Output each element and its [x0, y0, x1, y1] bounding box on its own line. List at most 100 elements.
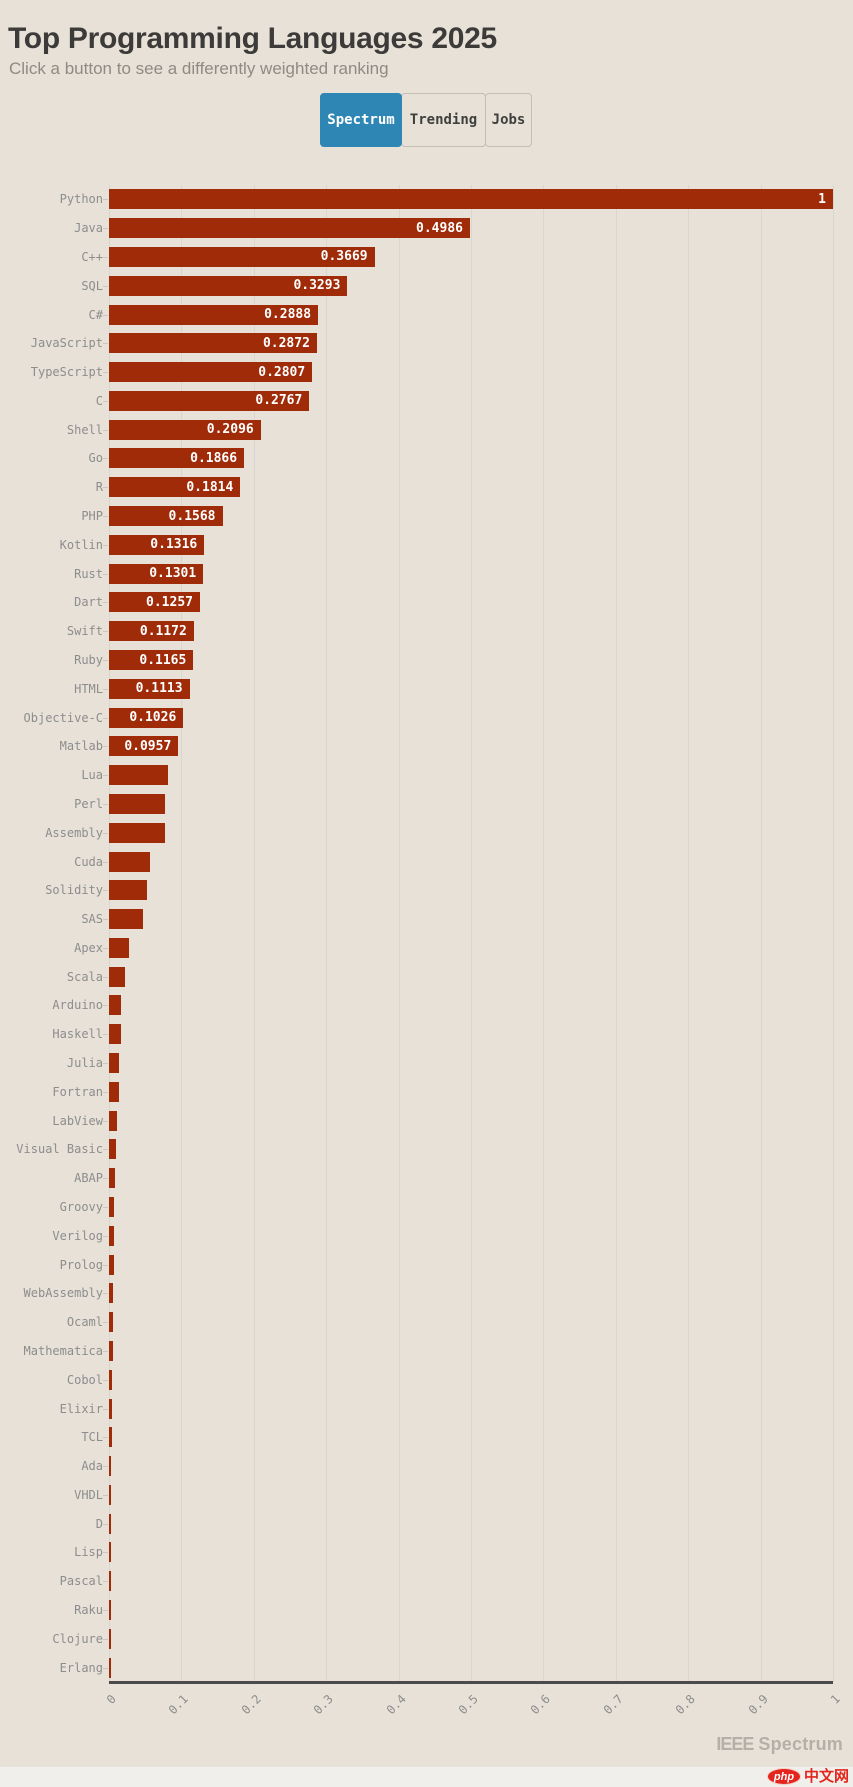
category-label: C#	[88, 307, 103, 322]
ieee-spectrum-logo: IEEE Spectrum	[716, 1734, 843, 1755]
category-label: D	[95, 1516, 103, 1531]
category-label: Java	[74, 221, 103, 236]
category-tick	[103, 228, 108, 230]
category-label: Erlang	[59, 1660, 103, 1675]
x-axis-line	[109, 1681, 833, 1684]
bar	[109, 1571, 111, 1592]
bar	[109, 1427, 112, 1448]
category-label: Prolog	[59, 1257, 103, 1272]
bar	[109, 1628, 111, 1649]
category-label: PHP	[81, 509, 103, 524]
bar-value-label: 0.1113	[135, 681, 183, 697]
bar-value-label: 0.1172	[139, 623, 187, 639]
category-label: Groovy	[59, 1199, 103, 1214]
gridline	[253, 185, 255, 1682]
gridline	[109, 185, 110, 1682]
bar: 0.3293	[109, 275, 348, 296]
category-label: JavaScript	[30, 336, 103, 351]
weighting-button-jobs[interactable]: Jobs	[485, 93, 532, 147]
bar	[109, 1369, 113, 1390]
category-label: Scala	[66, 969, 103, 984]
category-tick	[103, 1552, 108, 1554]
bar	[109, 880, 147, 901]
category-tick	[103, 1091, 108, 1093]
bar-value-label: 0.1814	[186, 479, 234, 495]
category-label: Go	[88, 451, 103, 466]
weighting-button-trending[interactable]: Trending	[401, 93, 486, 147]
php-site-logo[interactable]: php 中文网	[766, 1768, 849, 1785]
category-label: Haskell	[52, 1027, 103, 1042]
bar	[109, 1600, 111, 1621]
category-label: Dart	[74, 595, 103, 610]
category-label: Fortran	[52, 1084, 103, 1099]
category-tick	[103, 631, 108, 633]
category-label: WebAssembly	[23, 1286, 103, 1301]
category-label: TypeScript	[30, 365, 103, 380]
bar	[109, 1254, 115, 1275]
bar-value-label: 0.1257	[146, 594, 193, 610]
category-label: Apex	[74, 940, 103, 955]
category-tick	[103, 717, 108, 719]
bar-value-label: 0.3669	[320, 249, 368, 265]
bar-value-label: 0.1165	[139, 652, 187, 668]
bar	[109, 1024, 121, 1045]
bar-value-label: 0.1026	[129, 710, 177, 726]
gridline	[398, 185, 400, 1682]
category-tick	[103, 746, 108, 748]
bar	[109, 937, 130, 958]
bar-value-label: 1	[818, 191, 826, 207]
bar: 0.2807	[109, 362, 313, 383]
bar	[109, 765, 169, 786]
category-label: SAS	[81, 912, 103, 927]
category-tick	[103, 372, 108, 374]
bar	[109, 1484, 111, 1505]
bar-value-label: 0.1316	[150, 537, 198, 553]
category-label: Ocaml	[66, 1315, 103, 1330]
category-tick	[103, 516, 108, 518]
category-tick	[103, 1610, 108, 1612]
category-tick	[103, 1178, 108, 1180]
category-tick	[103, 1350, 108, 1352]
category-label: Pascal	[59, 1574, 103, 1589]
bar-value-label: 0.1866	[190, 450, 238, 466]
bar	[109, 793, 166, 814]
category-tick	[103, 314, 108, 316]
gridline	[760, 185, 762, 1682]
gridline	[615, 185, 617, 1682]
page-title: Top Programming Languages 2025	[8, 22, 497, 56]
category-label: Lisp	[74, 1545, 103, 1560]
bar	[109, 1053, 120, 1074]
bar-value-label: 0.2872	[262, 335, 310, 351]
bar	[109, 909, 144, 930]
category-label: Lua	[81, 768, 103, 783]
bar: 0.4986	[109, 218, 470, 239]
bar: 0.1257	[109, 592, 200, 613]
category-tick	[103, 256, 108, 258]
category-tick	[103, 861, 108, 863]
category-label: Shell	[66, 422, 103, 437]
category-label: LabView	[52, 1113, 103, 1128]
gridline	[543, 185, 545, 1682]
bar	[109, 1398, 113, 1419]
bar-value-label: 0.4986	[416, 220, 463, 236]
category-tick	[103, 832, 108, 834]
gridline	[471, 185, 472, 1682]
php-logo-cn-text: 中文网	[803, 1768, 849, 1785]
category-tick	[103, 1638, 108, 1640]
bar	[109, 995, 122, 1016]
bar-value-label: 0.2807	[258, 364, 306, 380]
weighting-button-spectrum[interactable]: Spectrum	[320, 93, 402, 147]
category-label: TCL	[81, 1430, 103, 1445]
category-tick	[103, 1005, 108, 1007]
category-tick	[103, 890, 108, 892]
bar: 0.1172	[109, 621, 194, 642]
footer-bar: php 中文网	[0, 1767, 853, 1787]
category-tick	[103, 429, 108, 431]
category-label: Arduino	[52, 998, 103, 1013]
category-label: Cuda	[74, 854, 103, 869]
bar: 1	[109, 189, 833, 210]
bar	[109, 1340, 113, 1361]
bar: 0.1301	[109, 563, 204, 584]
bar	[109, 1513, 111, 1534]
